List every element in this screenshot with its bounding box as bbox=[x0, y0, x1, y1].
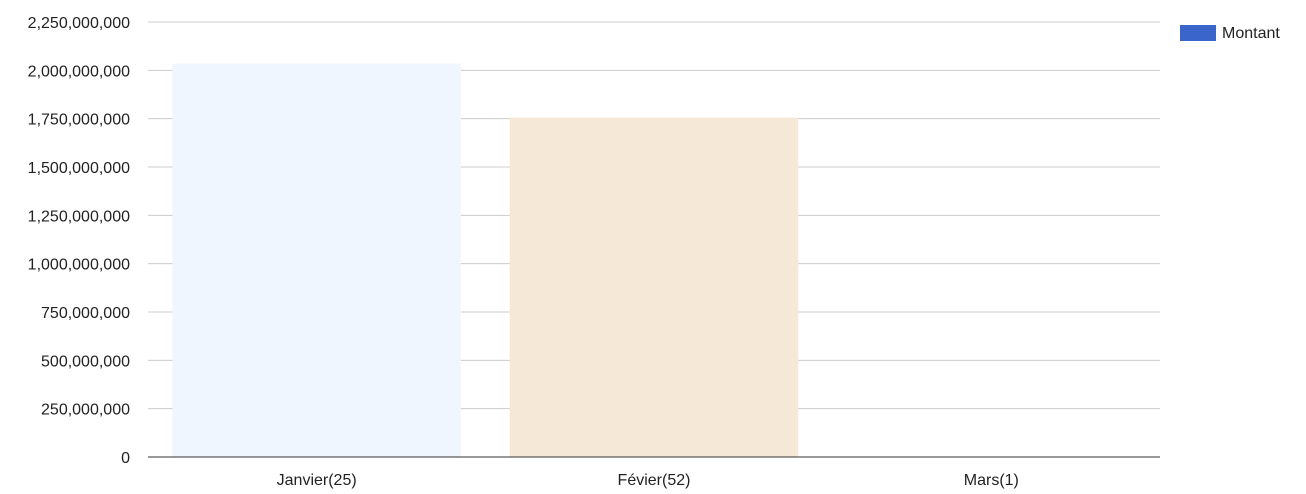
x-category-label: Févier(52) bbox=[618, 472, 691, 489]
bar-1[interactable] bbox=[172, 63, 461, 458]
y-tick-label: 750,000,000 bbox=[41, 305, 130, 322]
legend-swatch-montant bbox=[1180, 25, 1216, 41]
bar-2[interactable] bbox=[509, 117, 799, 457]
y-tick-label: 1,250,000,000 bbox=[28, 208, 130, 225]
y-tick-label: 1,500,000,000 bbox=[28, 160, 130, 177]
y-tick-label: 1,000,000,000 bbox=[28, 257, 130, 274]
x-axis-category-labels: Janvier(25) Févier(52) Mars(1) bbox=[277, 472, 1019, 489]
y-tick-label: 250,000,000 bbox=[41, 402, 130, 419]
y-tick-label: 2,000,000,000 bbox=[28, 63, 130, 80]
legend-label-montant: Montant bbox=[1222, 25, 1280, 42]
x-category-label: Mars(1) bbox=[964, 472, 1019, 489]
legend: Montant bbox=[1180, 25, 1280, 42]
y-tick-label: 1,750,000,000 bbox=[28, 112, 130, 129]
y-axis-tick-labels: 0 250,000,000 500,000,000 750,000,000 1,000,… bbox=[28, 15, 130, 467]
y-tick-label: 2,250,000,000 bbox=[28, 15, 130, 32]
bars bbox=[172, 63, 1136, 458]
y-tick-label: 0 bbox=[121, 450, 130, 467]
y-tick-label: 500,000,000 bbox=[41, 353, 130, 370]
x-category-label: Janvier(25) bbox=[277, 472, 357, 489]
